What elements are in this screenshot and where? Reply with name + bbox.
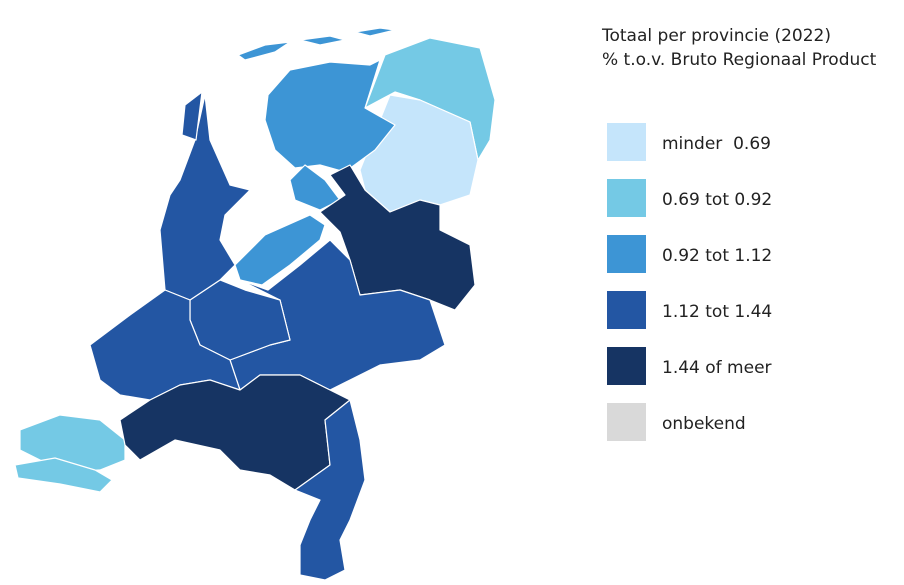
province bbox=[264, 59, 396, 173]
legend-swatch bbox=[607, 347, 646, 385]
legend-label: 0.69 tot 0.92 bbox=[662, 190, 772, 210]
map bbox=[14, 27, 496, 581]
legend-subtitle: % t.o.v. Bruto Regionaal Product bbox=[602, 50, 877, 70]
province bbox=[159, 94, 251, 301]
island bbox=[237, 27, 396, 61]
legend-label: 1.12 tot 1.44 bbox=[662, 302, 772, 322]
legend-swatch bbox=[607, 179, 646, 217]
legend-label: 0.92 tot 1.12 bbox=[662, 246, 772, 266]
province bbox=[19, 414, 126, 473]
legend-swatch bbox=[607, 403, 646, 441]
legend-swatch bbox=[607, 291, 646, 329]
province bbox=[234, 214, 326, 286]
legend-swatch bbox=[607, 123, 646, 161]
legend-label: minder 0.69 bbox=[662, 134, 771, 154]
legend: minder 0.69 0.69 tot 0.92 0.92 tot 1.12 1.1… bbox=[607, 123, 772, 441]
province bbox=[364, 37, 496, 161]
legend-label: 1.44 of meer bbox=[662, 358, 772, 378]
province bbox=[14, 457, 113, 493]
legend-label: onbekend bbox=[662, 414, 746, 434]
province bbox=[89, 289, 241, 401]
island bbox=[181, 91, 203, 141]
legend-title: Totaal per provincie (2022) bbox=[601, 26, 831, 46]
province bbox=[294, 399, 366, 581]
legend-swatch bbox=[607, 235, 646, 273]
